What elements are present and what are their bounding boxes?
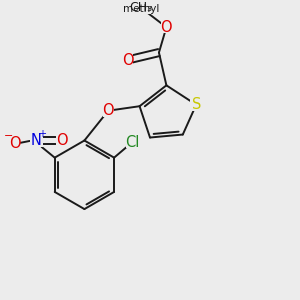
Text: −: − bbox=[4, 131, 13, 141]
FancyBboxPatch shape bbox=[128, 1, 154, 14]
FancyBboxPatch shape bbox=[9, 137, 20, 149]
Text: N: N bbox=[31, 133, 42, 148]
Text: O: O bbox=[160, 20, 172, 35]
Text: O: O bbox=[122, 52, 134, 68]
Text: +: + bbox=[38, 129, 46, 139]
Text: methyl: methyl bbox=[123, 4, 159, 14]
Text: O: O bbox=[9, 136, 21, 151]
FancyBboxPatch shape bbox=[30, 134, 43, 147]
FancyBboxPatch shape bbox=[122, 54, 133, 66]
FancyBboxPatch shape bbox=[56, 134, 67, 146]
Text: S: S bbox=[191, 97, 201, 112]
Text: CH₃: CH₃ bbox=[130, 1, 153, 14]
Text: O: O bbox=[103, 103, 114, 118]
FancyBboxPatch shape bbox=[128, 2, 154, 14]
FancyBboxPatch shape bbox=[161, 21, 172, 33]
Text: O: O bbox=[56, 133, 68, 148]
FancyBboxPatch shape bbox=[103, 105, 114, 117]
FancyBboxPatch shape bbox=[126, 136, 140, 148]
Text: Cl: Cl bbox=[125, 135, 140, 150]
FancyBboxPatch shape bbox=[190, 98, 203, 111]
